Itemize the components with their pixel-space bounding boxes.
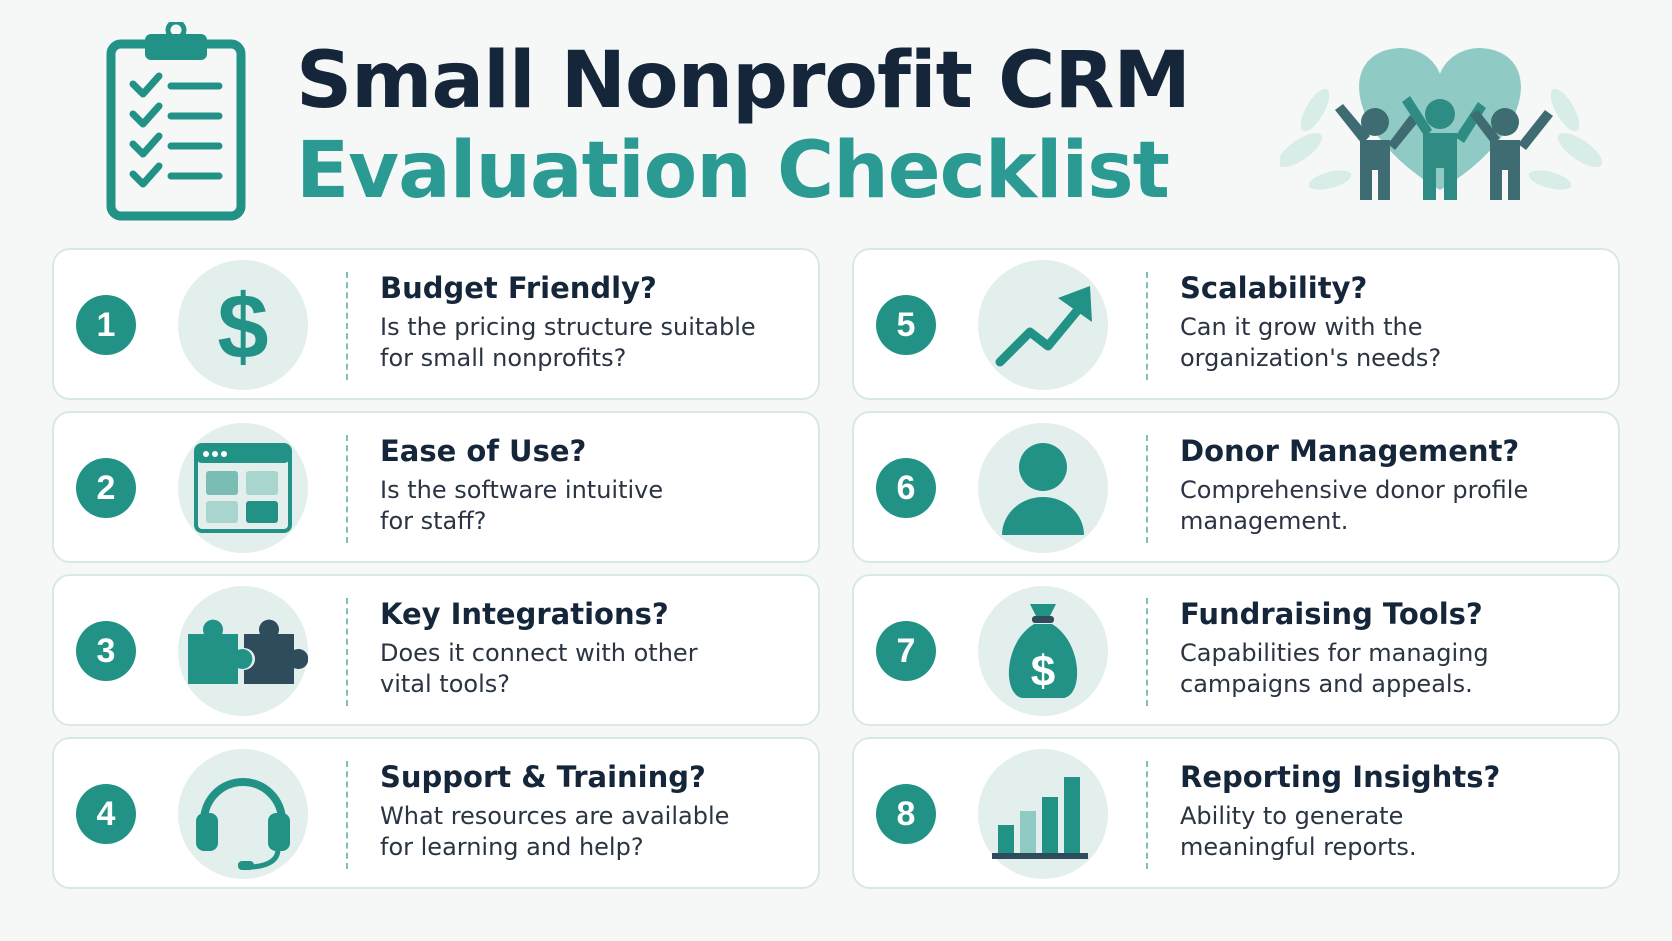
item-description: Is the software intuitive for staff? xyxy=(380,476,664,535)
money-bag-icon: $ xyxy=(978,586,1108,716)
divider xyxy=(346,272,348,380)
item-title: Support & Training? xyxy=(380,760,706,794)
item-description: Capabilities for managing campaigns and a… xyxy=(1180,639,1489,698)
community-heart-icon xyxy=(1280,48,1603,200)
divider xyxy=(1146,435,1148,543)
header: Small Nonprofit CRM Evaluation Checklist xyxy=(0,0,1672,240)
person-icon xyxy=(978,423,1108,553)
checklist-grid: 1 $ Budget Friendly? Is the pricing stru… xyxy=(52,248,1624,900)
item-title: Fundraising Tools? xyxy=(1180,597,1483,631)
checklist-card-5: 5 Scalability? Can it grow with the organ… xyxy=(852,248,1620,400)
checklist-card-4: 4 Support & Training? What resources are… xyxy=(52,737,820,889)
checklist-card-8: 8 Reporting Insights? Ability to generat… xyxy=(852,737,1620,889)
headset-icon xyxy=(178,749,308,879)
checklist-card-3: 3 Key Integrations? Does it connect with… xyxy=(52,574,820,726)
svg-text:$: $ xyxy=(217,276,268,378)
item-title: Budget Friendly? xyxy=(380,271,657,305)
item-description: Does it connect with other vital tools? xyxy=(380,639,698,698)
svg-text:$: $ xyxy=(1031,647,1055,696)
item-number-badge: 7 xyxy=(876,621,936,681)
item-description: Comprehensive donor profile management. xyxy=(1180,476,1529,535)
page-title: Small Nonprofit CRM Evaluation Checklist xyxy=(296,36,1191,216)
divider xyxy=(346,598,348,706)
item-title: Reporting Insights? xyxy=(1180,760,1501,794)
item-number-badge: 8 xyxy=(876,784,936,844)
divider xyxy=(1146,598,1148,706)
divider xyxy=(1146,761,1148,869)
checklist-card-6: 6 Donor Management? Comprehensive donor … xyxy=(852,411,1620,563)
item-number-badge: 1 xyxy=(76,295,136,355)
growth-arrow-icon xyxy=(978,260,1108,390)
item-description: Can it grow with the organization's needs… xyxy=(1180,313,1442,372)
item-number-badge: 4 xyxy=(76,784,136,844)
item-description: What resources are available for learning… xyxy=(380,802,730,861)
title-line-2: Evaluation Checklist xyxy=(296,126,1170,216)
puzzle-icon xyxy=(178,586,308,716)
item-description: Is the pricing structure suitable for sma… xyxy=(380,313,756,372)
browser-window-icon xyxy=(178,423,308,553)
title-line-1: Small Nonprofit CRM xyxy=(296,36,1191,126)
item-number-badge: 6 xyxy=(876,458,936,518)
item-number-badge: 5 xyxy=(876,295,936,355)
divider xyxy=(346,435,348,543)
checklist-card-7: 7 $ Fundraising Tools? Capabilities for … xyxy=(852,574,1620,726)
item-number-badge: 2 xyxy=(76,458,136,518)
item-title: Key Integrations? xyxy=(380,597,669,631)
dollar-icon: $ xyxy=(178,260,308,390)
checklist-card-1: 1 $ Budget Friendly? Is the pricing stru… xyxy=(52,248,820,400)
divider xyxy=(1146,272,1148,380)
bar-chart-icon xyxy=(978,749,1108,879)
divider xyxy=(346,761,348,869)
item-number-badge: 3 xyxy=(76,621,136,681)
checklist-card-2: 2 Ease of Use? Is the software intuitive… xyxy=(52,411,820,563)
item-description: Ability to generate meaningful reports. xyxy=(1180,802,1417,861)
item-title: Ease of Use? xyxy=(380,434,587,468)
item-title: Scalability? xyxy=(1180,271,1368,305)
item-title: Donor Management? xyxy=(1180,434,1520,468)
clipboard-checklist-icon xyxy=(106,22,246,221)
